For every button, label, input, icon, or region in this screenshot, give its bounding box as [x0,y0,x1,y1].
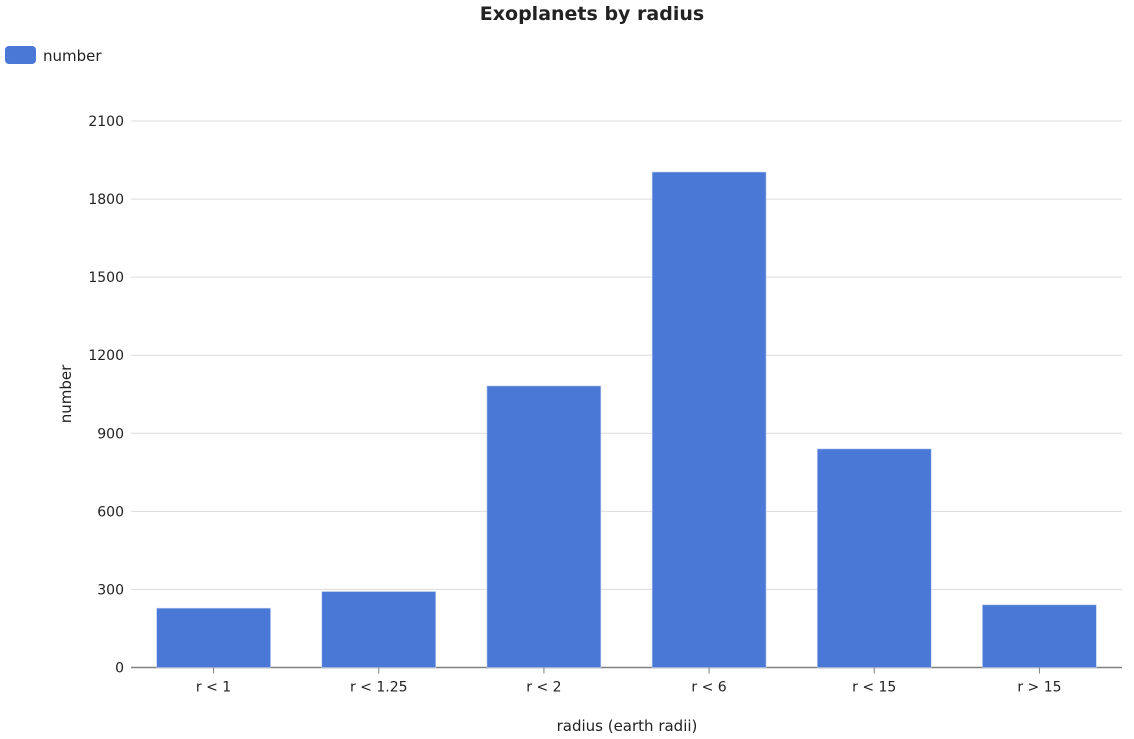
y-tick-label: 2100 [88,114,124,130]
bar [321,591,437,668]
y-tick-label: 1200 [88,348,124,364]
x-tick-label: r < 6 [691,680,726,696]
y-tick-label: 600 [97,504,124,520]
bar [651,171,767,668]
bar [486,385,602,668]
x-tick-label: r < 15 [852,680,896,696]
bar [156,607,271,668]
bar [816,448,932,668]
y-tick-label: 900 [97,426,124,442]
bar [982,604,1097,668]
x-tick-label: r > 15 [1017,680,1061,696]
legend-label: number [43,47,102,65]
x-tick-label: r < 1 [196,680,231,696]
y-tick-label: 0 [115,661,124,677]
x-axis-label: radius (earth radii) [557,717,698,735]
legend[interactable]: number [5,46,102,65]
y-axis-label: number [57,364,75,423]
y-tick-label: 1500 [88,270,124,286]
x-tick-label: r < 2 [526,680,561,696]
y-tick-label: 1800 [88,192,124,208]
y-tick-label: 300 [97,582,124,598]
legend-swatch [5,46,36,64]
chart-title: Exoplanets by radius [480,3,704,25]
x-tick-label: r < 1.25 [350,680,408,696]
